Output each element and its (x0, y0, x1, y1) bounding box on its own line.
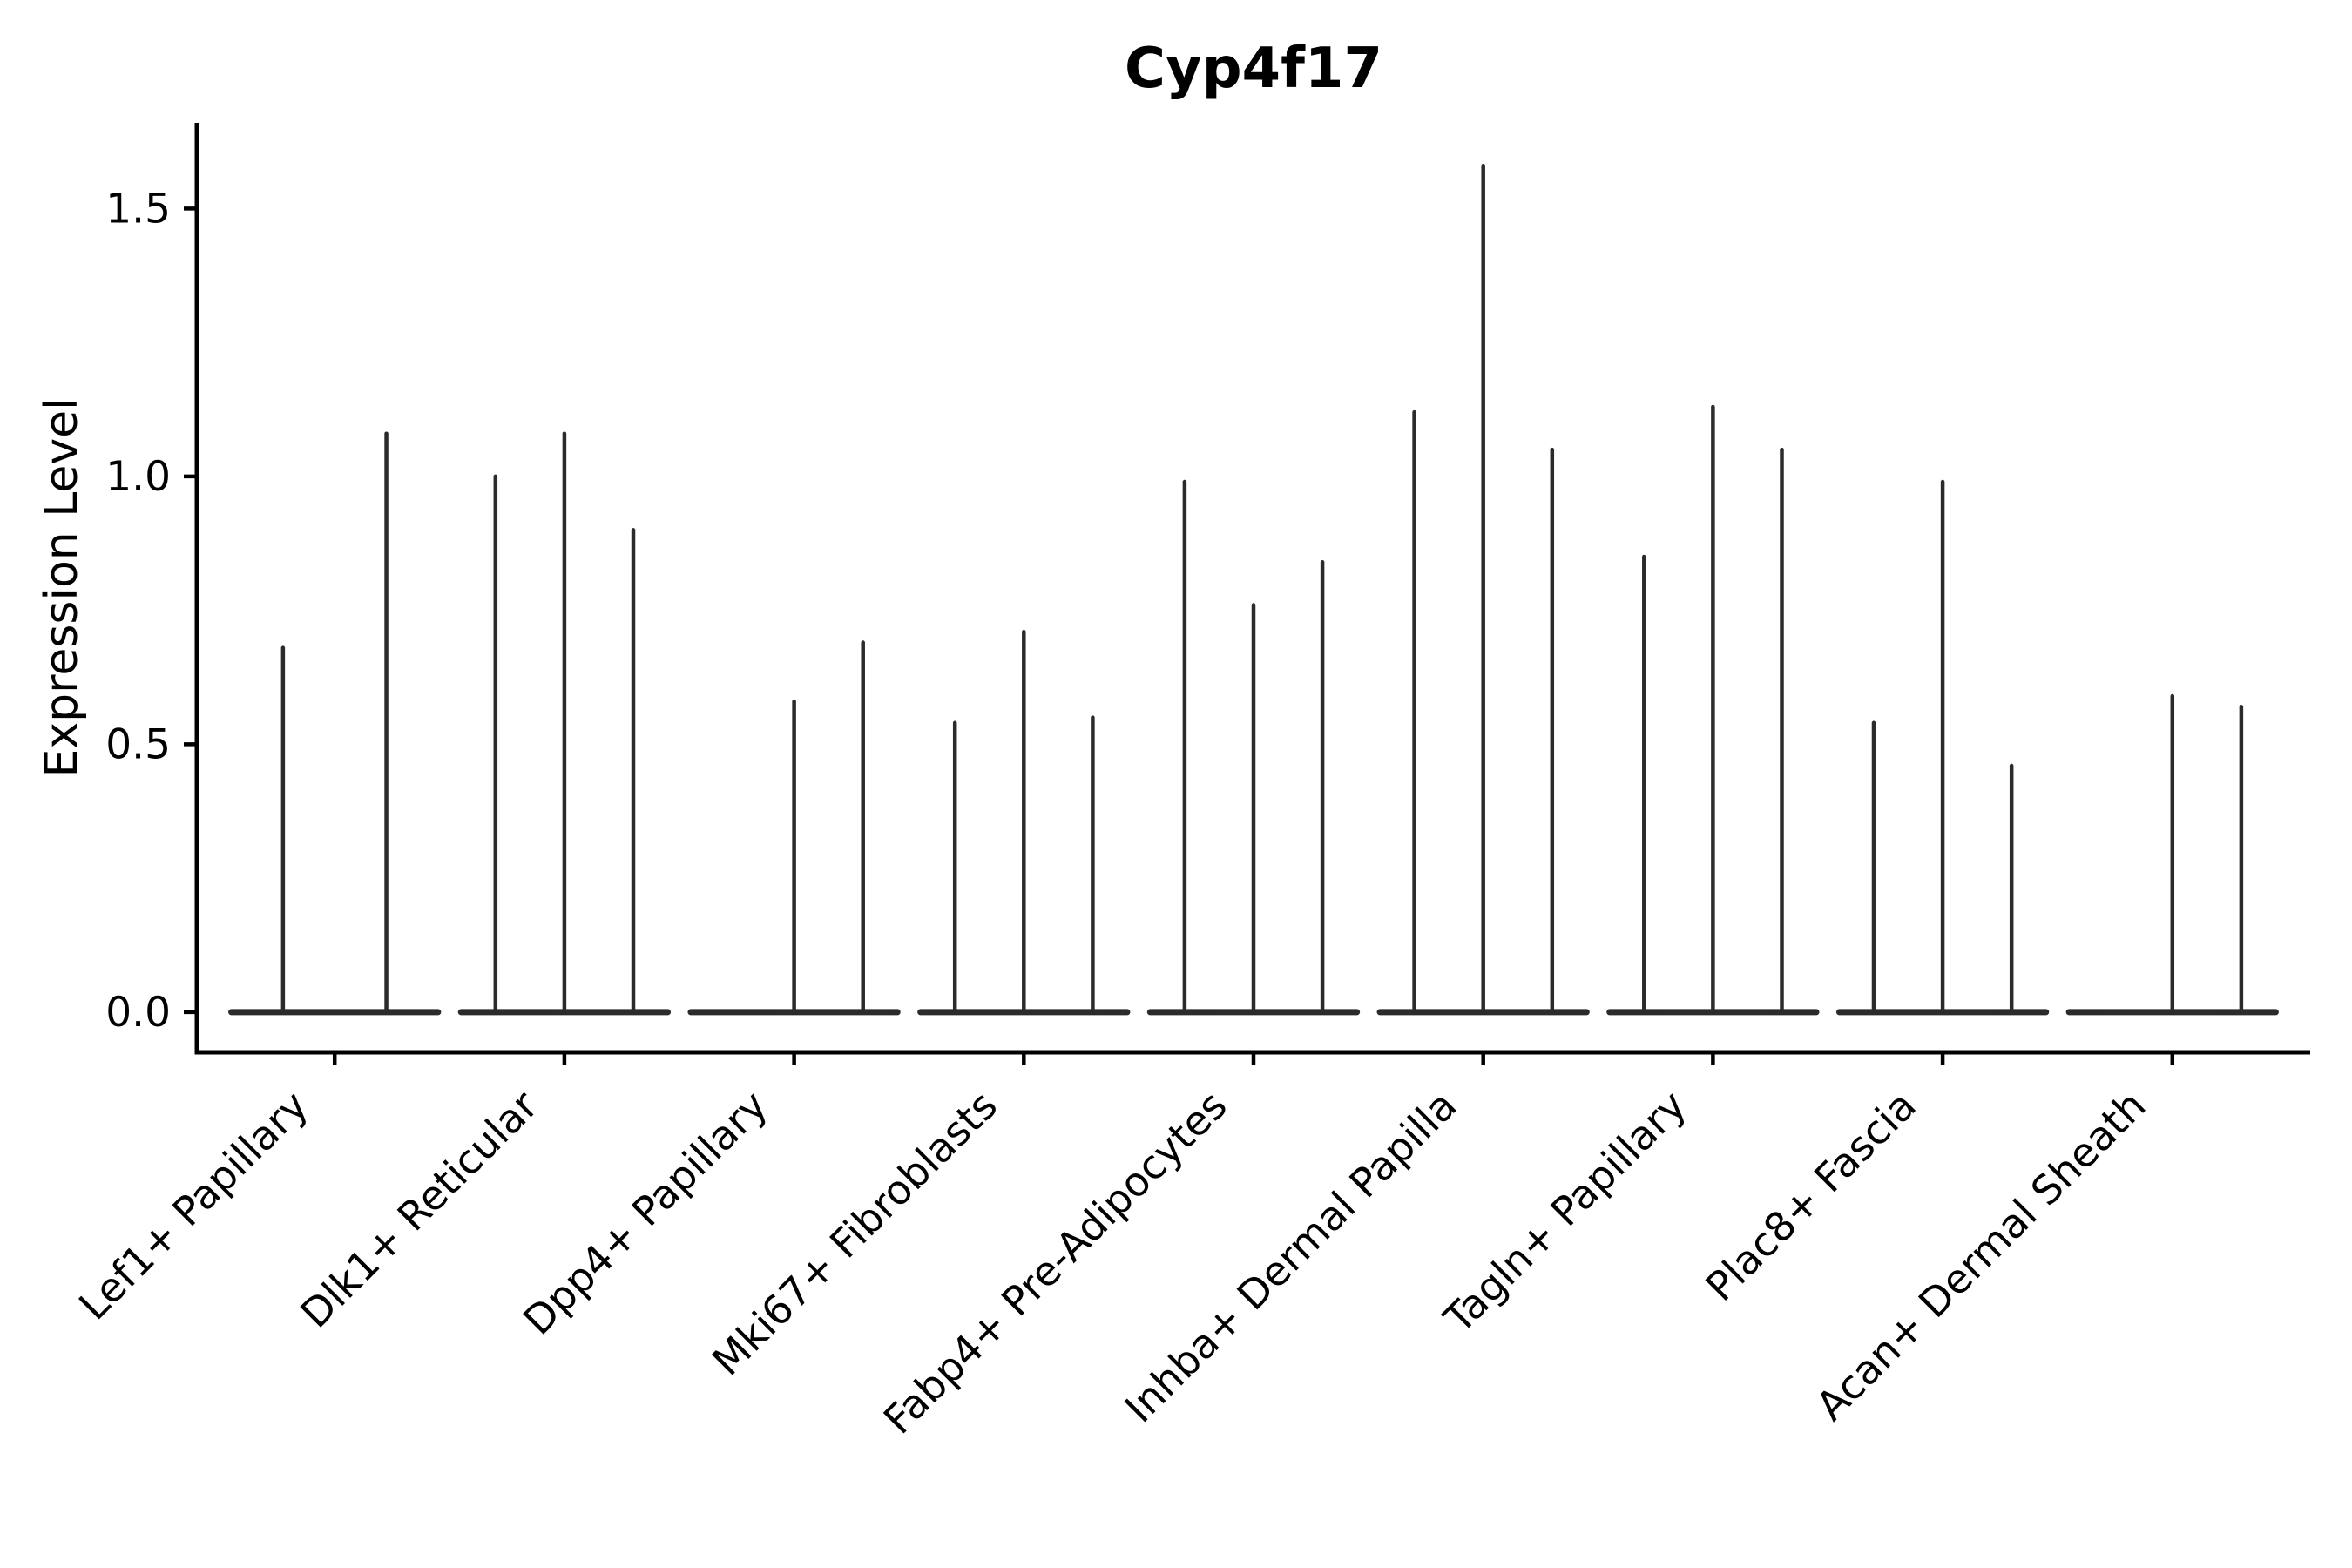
y-tick-label: 0.0 (105, 989, 171, 1037)
plot-title: Cyp4f17 (1125, 37, 1382, 101)
y-tick-label: 1.5 (105, 185, 171, 233)
y-axis-label: Expression Level (36, 397, 88, 777)
y-tick-label: 1.0 (105, 453, 171, 501)
y-tick-label: 0.5 (105, 720, 171, 768)
